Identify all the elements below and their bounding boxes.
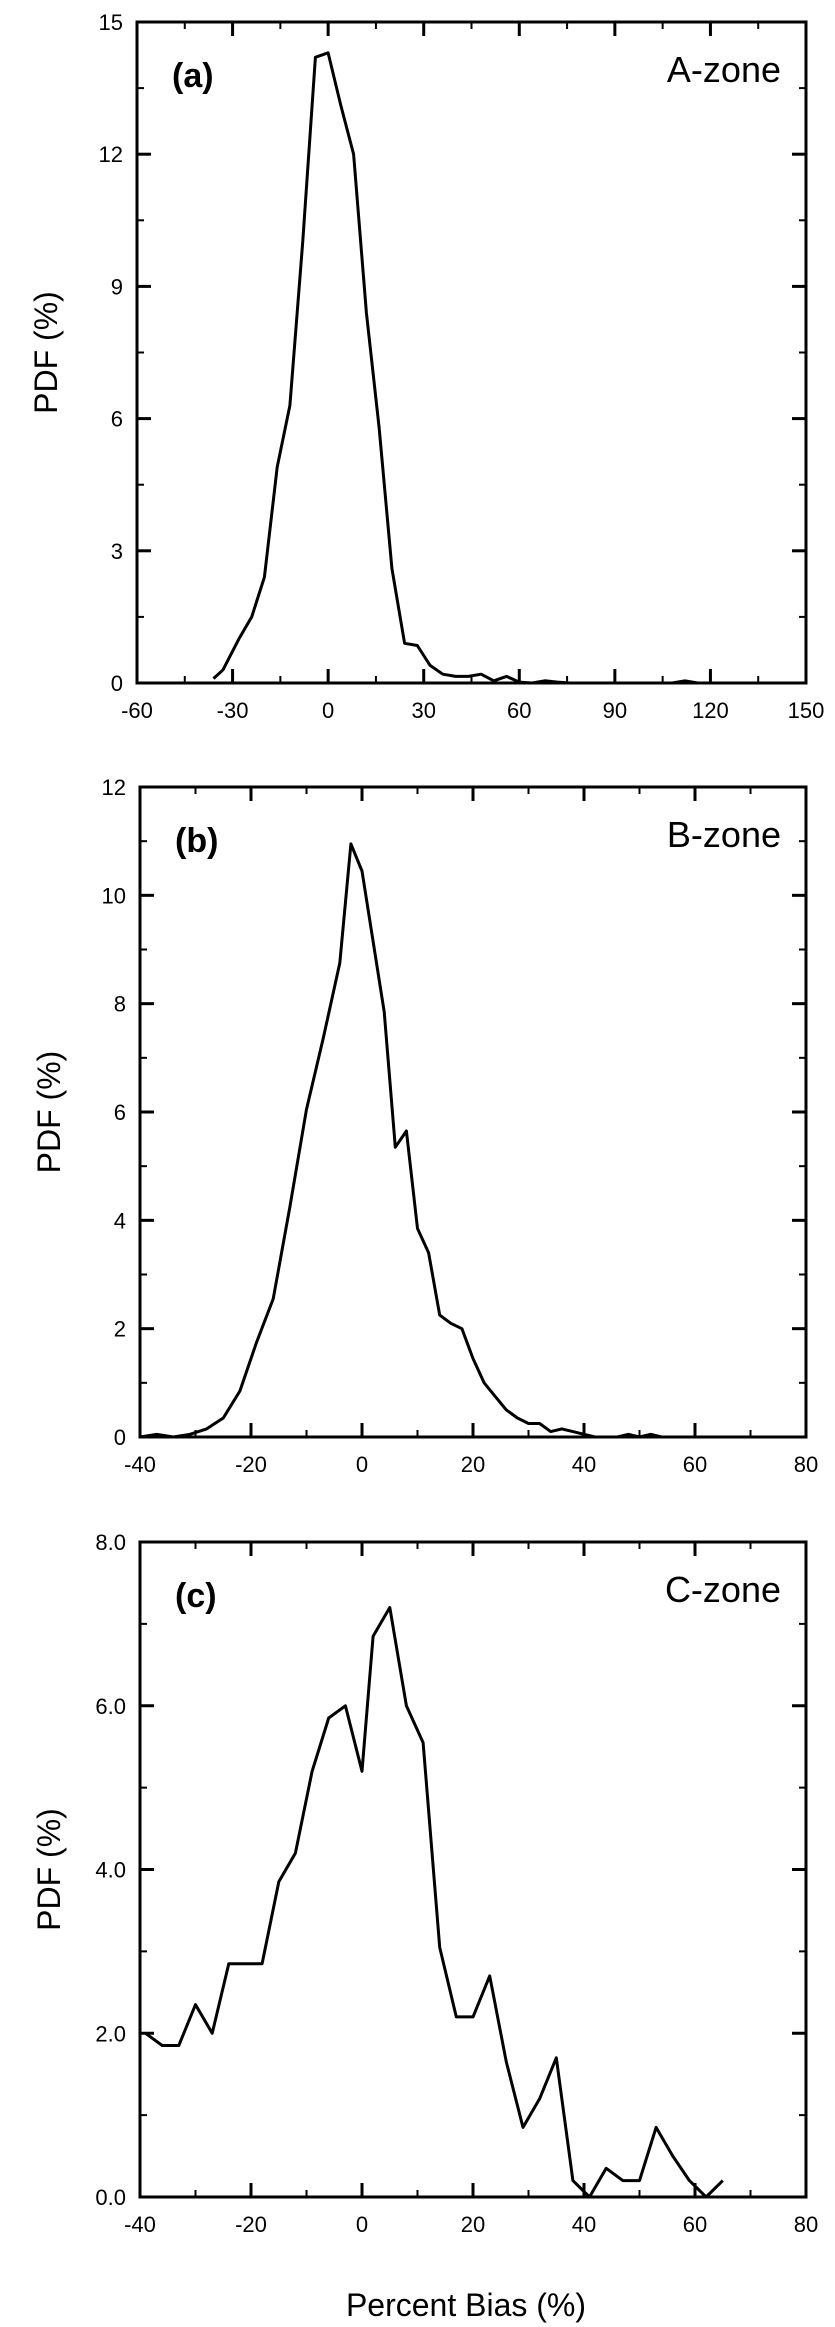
y-tick-label: 6	[111, 407, 123, 432]
chart-panel-2: -40 -20 0 20 40 60 80 0 2 4 6 8 10 12 PDF (%) (b) B-zone	[31, 775, 818, 1477]
y-axis-title: PDF (%)	[28, 291, 64, 414]
chart-panel-3: -40 -20 0 20 40 60 80 0.0 2.0 4.0 6.0 8.0 PDF (%) (c)…	[31, 1530, 818, 2237]
y-tick-label: 10	[102, 883, 126, 908]
zone-label: C-zone	[665, 1569, 781, 1610]
plot-frame	[138, 1540, 808, 2199]
y-tick-label: 6.0	[95, 1694, 126, 1719]
zone-label: A-zone	[667, 49, 781, 90]
y-tick-label: 2.0	[95, 2021, 126, 2046]
x-tick-label: -40	[124, 1452, 156, 1477]
panel-label: (a)	[172, 57, 214, 95]
x-tick-label: 40	[572, 2212, 596, 2237]
panel-label: (b)	[175, 822, 218, 860]
pdf-series-line	[139, 842, 751, 1439]
y-tick-label: 3	[111, 539, 123, 564]
zone-label: B-zone	[667, 814, 781, 855]
y-tick-label: 9	[111, 274, 123, 299]
x-tick-label: -20	[235, 1452, 267, 1477]
plot-frame	[138, 785, 808, 1439]
x-tick-label: -30	[217, 698, 249, 723]
y-tick-label: 2	[114, 1317, 126, 1342]
y-tick-label: 0.0	[95, 2185, 126, 2210]
x-tick-label: 30	[411, 698, 435, 723]
x-tick-label: 80	[794, 2212, 818, 2237]
y-tick-label: 8.0	[95, 1530, 126, 1555]
x-tick-label: 0	[356, 1452, 368, 1477]
y-tick-label: 15	[99, 10, 123, 35]
pdf-series-line	[144, 1606, 724, 2199]
y-tick-label: 6	[114, 1100, 126, 1125]
y-tick-label: 0	[114, 1425, 126, 1450]
x-tick-label: -40	[124, 2212, 156, 2237]
y-tick-label: 4.0	[95, 1858, 126, 1883]
x-tick-label: -20	[235, 2212, 267, 2237]
y-tick-label: 0	[111, 671, 123, 696]
chart-panel-1: -60 -30 0 30 60 90 120 150 0 3 6 9 12 15 PDF (%) (a) A-z…	[28, 10, 824, 723]
y-tick-label: 12	[102, 775, 126, 800]
x-tick-label: 150	[788, 698, 825, 723]
y-axis-title: PDF (%)	[31, 1051, 67, 1174]
y-tick-label: 12	[99, 142, 123, 167]
x-tick-label: 80	[794, 1452, 818, 1477]
x-tick-label: 60	[683, 1452, 707, 1477]
x-tick-label: 0	[356, 2212, 368, 2237]
x-tick-label: 20	[461, 2212, 485, 2237]
pdf-series-line	[212, 51, 724, 685]
x-tick-label: 60	[683, 2212, 707, 2237]
x-tick-label: 0	[322, 698, 334, 723]
x-tick-label: 40	[572, 1452, 596, 1477]
y-axis-title: PDF (%)	[31, 1808, 67, 1931]
x-tick-label: 20	[461, 1452, 485, 1477]
plot-frame	[135, 20, 808, 685]
x-axis-title: Percent Bias (%)	[346, 2287, 586, 2323]
x-tick-label: 90	[603, 698, 627, 723]
x-tick-label: -60	[121, 698, 153, 723]
x-tick-label: 60	[507, 698, 531, 723]
y-tick-label: 4	[114, 1208, 126, 1233]
x-tick-label: 120	[692, 698, 729, 723]
panel-label: (c)	[175, 1577, 217, 1615]
y-tick-label: 8	[114, 992, 126, 1017]
